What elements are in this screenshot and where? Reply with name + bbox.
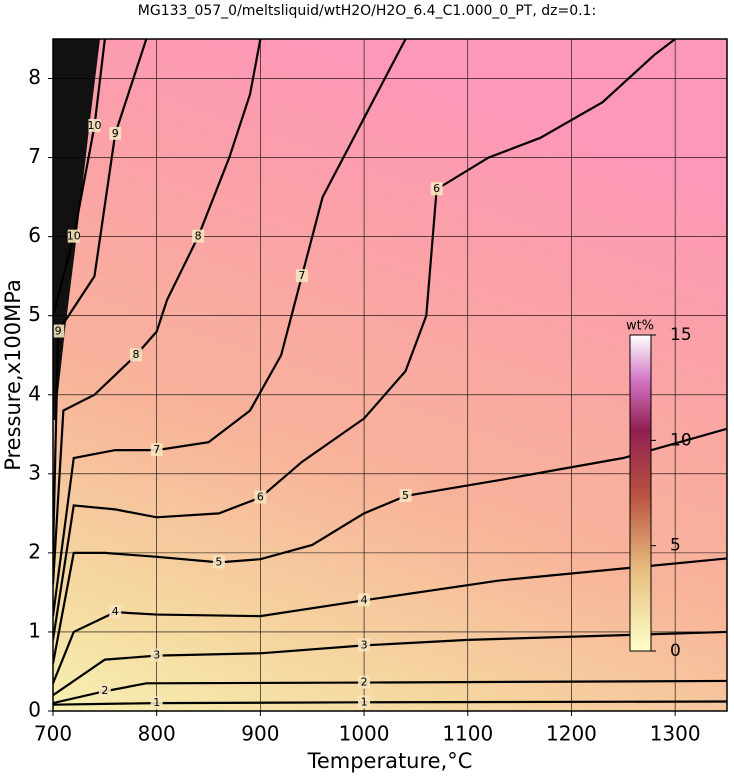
dense-contour-region [53, 39, 100, 420]
contour-label-box [150, 648, 163, 662]
contour-label-box [150, 696, 163, 710]
contour-label: 8 [132, 348, 139, 361]
contour-line [53, 39, 148, 553]
contour-label-box [399, 488, 412, 502]
contour-label-box [109, 126, 122, 140]
contour-line [53, 700, 727, 706]
contour-label-box [53, 324, 65, 338]
contour-line [53, 39, 676, 641]
colorbar [629, 334, 652, 652]
y-tick-label: 5 [28, 302, 41, 326]
contour-label: 2 [101, 684, 108, 697]
contour-line [53, 39, 106, 316]
contour-label: 4 [112, 605, 119, 618]
contour-line [53, 39, 262, 585]
contour-label: 6 [433, 182, 440, 195]
contour-line [53, 679, 727, 705]
y-tick-label: 0 [28, 698, 41, 722]
contour-label-box [129, 348, 142, 362]
contour-label-box [430, 182, 443, 196]
contour-label: 7 [153, 443, 160, 456]
y-axis-label: Pressure,x100MPa [1, 279, 25, 471]
contour-label: 8 [195, 230, 202, 243]
colorbar-label: wt% [626, 319, 654, 334]
y-tick-label: 6 [28, 223, 41, 247]
contour-label-box [358, 593, 371, 607]
contour-label-box [295, 269, 308, 283]
x-tick-label: 1100 [442, 722, 493, 746]
contour-label-box [192, 229, 205, 243]
contour-label-box [212, 555, 225, 569]
colorbar-tick-label: 5 [670, 536, 681, 556]
contour-label: 10 [67, 230, 81, 243]
plot-background [53, 39, 727, 711]
y-tick-label: 7 [28, 144, 41, 168]
contour-label: 5 [215, 555, 222, 568]
contour-label-box [358, 695, 371, 709]
contour-label: 3 [361, 638, 368, 651]
colorbar-tick-label: 0 [670, 641, 681, 661]
x-tick-label: 800 [138, 722, 176, 746]
colorbar-tick-label: 10 [670, 430, 692, 450]
y-tick-label: 1 [28, 618, 41, 642]
contour-label-box [358, 638, 371, 652]
contour-label: 1 [153, 696, 160, 709]
contour-label-box [109, 605, 122, 619]
y-tick-label: 2 [28, 539, 41, 563]
contour-label: 6 [257, 491, 264, 504]
contour-label-box [98, 684, 111, 698]
y-tick-label: 3 [28, 460, 41, 484]
y-tick-label: 4 [28, 381, 41, 405]
contour-line [53, 557, 727, 684]
contour-label: 2 [361, 676, 368, 689]
x-tick-label: 1300 [650, 722, 701, 746]
contour-label-box [67, 229, 80, 243]
contour-label: 4 [361, 593, 368, 606]
contour-label: 9 [112, 127, 119, 140]
chart-title: MG133_057_0/meltsliquid/wtH2O/H2O_6.4_C1… [138, 3, 596, 19]
contour-label: 5 [402, 489, 409, 502]
contour-label: 9 [55, 325, 62, 338]
contour-label: 1 [361, 695, 368, 708]
x-axis-label: Temperature,°C [307, 749, 473, 773]
y-tick-label: 8 [28, 65, 41, 89]
contour-line [53, 630, 727, 697]
x-tick-label: 1000 [339, 722, 390, 746]
contour-label-box [150, 443, 163, 457]
x-tick-label: 700 [34, 722, 72, 746]
x-tick-label: 1200 [546, 722, 597, 746]
contour-label: 7 [298, 269, 305, 282]
contour-label: 10 [87, 119, 101, 132]
contour-line [53, 427, 727, 664]
contour-label-box [88, 118, 101, 132]
x-tick-label: 900 [241, 722, 279, 746]
colorbar-tick-label: 15 [670, 325, 692, 345]
contour-label-box [254, 490, 267, 504]
contour-label: 3 [153, 649, 160, 662]
contour-line [53, 39, 407, 617]
contour-label-box [358, 675, 371, 689]
plot-frame [52, 38, 728, 712]
